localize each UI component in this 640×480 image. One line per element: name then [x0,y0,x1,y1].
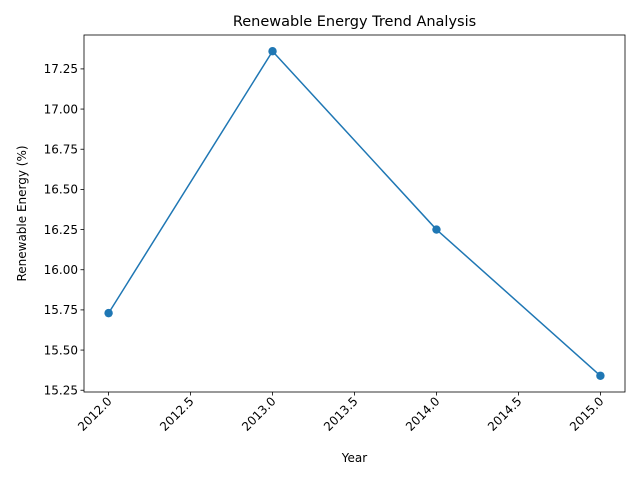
data-point [104,308,113,318]
data-point [596,371,605,380]
y-axis-ticks: 15.25 15.50 15.75 16.00 16.25 16.50 16.75 17.00… [44,62,84,397]
series-line [107,50,601,377]
y-tick-label: 16.75 [44,142,78,156]
y-tick-label: 17.00 [44,102,78,116]
y-tick-label: 17.25 [44,62,78,76]
data-point [268,47,277,56]
y-tick-label: 16.50 [44,183,78,197]
y-tick-label: 15.75 [44,303,78,317]
y-tick-label: 15.50 [44,343,78,357]
axes-frame [83,34,626,393]
data-point [432,225,441,234]
y-tick-label: 16.25 [44,223,78,237]
x-axis-label: Year [341,451,367,465]
y-tick-label: 15.25 [44,383,78,397]
y-axis-label: Renewable Energy (%) [15,145,29,281]
axes-spines [83,34,626,393]
plot-area [84,35,625,392]
chart-title: Renewable Energy Trend Analysis [233,14,476,30]
y-tick-label: 16.00 [44,263,78,277]
series-layer [104,47,605,380]
